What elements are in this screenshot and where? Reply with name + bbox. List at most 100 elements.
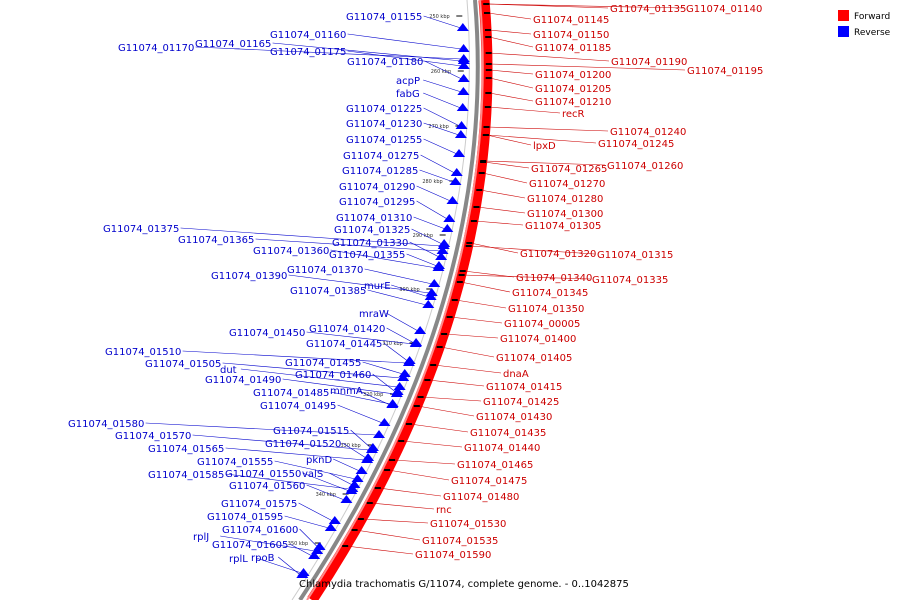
reverse-gene-label-g11074-01460[interactable]: G11074_01460 [295,370,371,381]
reverse-gene-label-rpob[interactable]: rpoB [251,553,275,564]
reverse-gene-label-g11074-01445[interactable]: G11074_01445 [306,339,382,350]
forward-gene-label-g11074-01260[interactable]: G11074_01260 [607,161,683,172]
reverse-gene-label-fabg[interactable]: fabG [396,89,420,100]
reverse-gene-label-g11074-01375[interactable]: G11074_01375 [103,224,179,235]
reverse-gene-label-g11074-01495[interactable]: G11074_01495 [260,401,336,412]
reverse-gene-label-g11074-01155[interactable]: G11074_01155 [346,12,422,23]
reverse-gene-label-g11074-01600[interactable]: G11074_01600 [222,525,298,536]
forward-gene-tick [436,346,443,348]
forward-gene-label-g11074-00005[interactable]: G11074_00005 [504,319,580,330]
reverse-gene-label-g11074-01515[interactable]: G11074_01515 [273,426,349,437]
forward-gene-label-g11074-01265[interactable]: G11074_01265 [531,164,607,175]
reverse-gene-label-g11074-01550[interactable]: G11074_01550 [225,469,301,480]
forward-gene-label-lpxd[interactable]: lpxD [533,141,556,152]
forward-gene-label-g11074-01300[interactable]: G11074_01300 [527,209,603,220]
reverse-gene-label-g11074-01575[interactable]: G11074_01575 [221,499,297,510]
reverse-gene-label-g11074-01285[interactable]: G11074_01285 [342,166,418,177]
reverse-gene-label-g11074-01605[interactable]: G11074_01605 [212,540,288,551]
reverse-gene-label-g11074-01170[interactable]: G11074_01170 [118,43,194,54]
reverse-gene-label-g11074-01325[interactable]: G11074_01325 [334,225,410,236]
reverse-gene-label-acpp[interactable]: acpP [396,76,420,87]
reverse-gene-label-g11074-01565[interactable]: G11074_01565 [148,444,224,455]
reverse-gene-label-g11074-01510[interactable]: G11074_01510 [105,347,181,358]
forward-gene-label-rnc[interactable]: rnc [436,505,452,516]
forward-gene-label-g11074-01305[interactable]: G11074_01305 [525,221,601,232]
reverse-gene-label-g11074-01175[interactable]: G11074_01175 [270,47,346,58]
reverse-gene-label-pknd[interactable]: pknD [306,455,332,466]
reverse-gene-label-g11074-01520[interactable]: G11074_01520 [265,439,341,450]
forward-gene-label-g11074-01145[interactable]: G11074_01145 [533,15,609,26]
reverse-gene-label-g11074-01290[interactable]: G11074_01290 [339,182,415,193]
reverse-gene-label-g11074-01385[interactable]: G11074_01385 [290,286,366,297]
forward-gene-label-g11074-01190[interactable]: G11074_01190 [611,57,687,68]
forward-gene-label-g11074-01205[interactable]: G11074_01205 [535,84,611,95]
reverse-gene-label-g11074-01555[interactable]: G11074_01555 [197,457,273,468]
reverse-gene-label-g11074-01255[interactable]: G11074_01255 [346,135,422,146]
forward-gene-label-g11074-01320[interactable]: G11074_01320 [520,249,596,260]
reverse-gene-label-g11074-01230[interactable]: G11074_01230 [346,119,422,130]
reverse-gene-label-g11074-01225[interactable]: G11074_01225 [346,104,422,115]
forward-gene-label-g11074-01535[interactable]: G11074_01535 [422,536,498,547]
forward-gene-label-g11074-01415[interactable]: G11074_01415 [486,382,562,393]
reverse-gene-label-g11074-01505[interactable]: G11074_01505 [145,359,221,370]
forward-gene-label-g11074-01530[interactable]: G11074_01530 [430,519,506,530]
reverse-gene-label-g11074-01365[interactable]: G11074_01365 [178,235,254,246]
forward-gene-label-recr[interactable]: recR [562,109,585,120]
forward-gene-label-g11074-01270[interactable]: G11074_01270 [529,179,605,190]
forward-gene-label-g11074-01435[interactable]: G11074_01435 [470,428,546,439]
reverse-gene-label-g11074-01420[interactable]: G11074_01420 [309,324,385,335]
forward-gene-label-g11074-01150[interactable]: G11074_01150 [533,30,609,41]
forward-gene-label-g11074-01400[interactable]: G11074_01400 [500,334,576,345]
reverse-gene-label-g11074-01455[interactable]: G11074_01455 [285,358,361,369]
forward-gene-label-g11074-01200[interactable]: G11074_01200 [535,70,611,81]
reverse-gene-label-g11074-01295[interactable]: G11074_01295 [339,197,415,208]
forward-gene-label-g11074-01350[interactable]: G11074_01350 [508,304,584,315]
forward-gene-label-g11074-01590[interactable]: G11074_01590 [415,550,491,561]
forward-gene-label-g11074-01480[interactable]: G11074_01480 [443,492,519,503]
reverse-gene-label-g11074-01160[interactable]: G11074_01160 [270,30,346,41]
reverse-gene-label-rplj[interactable]: rplJ [193,532,209,543]
forward-gene-label-g11074-01340[interactable]: G11074_01340 [516,273,592,284]
forward-gene-label-g11074-01440[interactable]: G11074_01440 [464,443,540,454]
reverse-gene-label-g11074-01275[interactable]: G11074_01275 [343,151,419,162]
forward-gene-label-g11074-01465[interactable]: G11074_01465 [457,460,533,471]
forward-gene-label-g11074-01280[interactable]: G11074_01280 [527,194,603,205]
reverse-gene-label-g11074-01580[interactable]: G11074_01580 [68,419,144,430]
reverse-gene-label-dut[interactable]: dut [220,365,237,376]
reverse-gene-label-mnma[interactable]: mnmA [330,386,363,397]
reverse-gene-label-g11074-01360[interactable]: G11074_01360 [253,246,329,257]
reverse-gene-label-mure[interactable]: murE [364,281,391,292]
forward-gene-label-g11074-01240[interactable]: G11074_01240 [610,127,686,138]
forward-gene-label-g11074-01425[interactable]: G11074_01425 [483,397,559,408]
reverse-gene-label-g11074-01490[interactable]: G11074_01490 [205,375,281,386]
forward-gene-label-g11074-01475[interactable]: G11074_01475 [451,476,527,487]
reverse-gene-label-vals[interactable]: valS [302,469,323,480]
forward-gene-label-g11074-01315[interactable]: G11074_01315 [597,250,673,261]
reverse-gene-label-g11074-01585[interactable]: G11074_01585 [148,470,224,481]
forward-gene-label-g11074-01405[interactable]: G11074_01405 [496,353,572,364]
reverse-gene-label-g11074-01355[interactable]: G11074_01355 [329,250,405,261]
forward-gene-label-g11074-01185[interactable]: G11074_01185 [535,43,611,54]
reverse-gene-label-g11074-01310[interactable]: G11074_01310 [336,213,412,224]
reverse-gene-label-g11074-01165[interactable]: G11074_01165 [195,39,271,50]
forward-gene-label-g11074-01345[interactable]: G11074_01345 [512,288,588,299]
forward-gene-label-g11074-01140[interactable]: G11074_01140 [686,4,762,15]
reverse-gene-label-mraw[interactable]: mraW [359,309,389,320]
forward-gene-label-g11074-01430[interactable]: G11074_01430 [476,412,552,423]
reverse-gene-label-g11074-01485[interactable]: G11074_01485 [253,388,329,399]
forward-gene-label-g11074-01195[interactable]: G11074_01195 [687,66,763,77]
reverse-gene-label-g11074-01450[interactable]: G11074_01450 [229,328,305,339]
reverse-gene-label-g11074-01595[interactable]: G11074_01595 [207,512,283,523]
forward-gene-label-g11074-01135[interactable]: G11074_01135 [610,4,686,15]
forward-gene-label-dnaa[interactable]: dnaA [503,369,529,380]
forward-gene-label-g11074-01245[interactable]: G11074_01245 [598,139,674,150]
reverse-gene-label-g11074-01390[interactable]: G11074_01390 [211,271,287,282]
reverse-gene-label-g11074-01370[interactable]: G11074_01370 [287,265,363,276]
reverse-gene-label-rpll[interactable]: rplL [229,554,248,565]
reverse-gene-label-g11074-01570[interactable]: G11074_01570 [115,431,191,442]
forward-gene-label-g11074-01335[interactable]: G11074_01335 [592,275,668,286]
forward-gene-label-g11074-01210[interactable]: G11074_01210 [535,97,611,108]
reverse-gene-label-g11074-01560[interactable]: G11074_01560 [229,481,305,492]
reverse-gene-label-g11074-01330[interactable]: G11074_01330 [332,238,408,249]
reverse-gene-label-g11074-01180[interactable]: G11074_01180 [347,57,423,68]
